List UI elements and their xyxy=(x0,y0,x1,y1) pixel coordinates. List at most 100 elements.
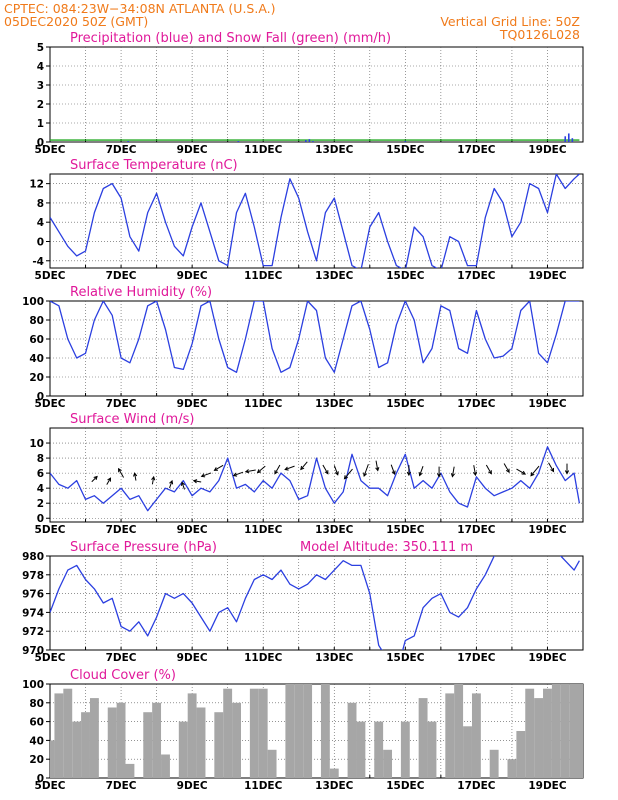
cloud-bar xyxy=(471,693,481,778)
wind-arrow-shaft xyxy=(322,464,329,474)
wind-arrow-shaft xyxy=(473,465,476,476)
x-tick-label: 7DEC xyxy=(106,398,137,410)
wind-arrow-shaft xyxy=(118,468,124,478)
cloud-bar xyxy=(463,726,472,778)
cloud-bar xyxy=(303,684,313,778)
x-tick-label: 19DEC xyxy=(528,398,567,410)
x-tick-label: 9DEC xyxy=(177,780,208,792)
cloud-bar xyxy=(418,698,428,778)
x-tick-label: 7DEC xyxy=(106,652,137,664)
x-tick-label: 5DEC xyxy=(35,652,66,664)
wind-arrow-head xyxy=(521,470,527,475)
wind-arrow-shaft xyxy=(151,476,155,485)
x-tick-label: 19DEC xyxy=(528,524,567,536)
x-tick-label: 11DEC xyxy=(244,398,283,410)
plot-frame xyxy=(49,300,584,397)
cloud-bar xyxy=(161,754,170,778)
wind-arrow-shaft xyxy=(516,468,526,475)
x-tick-label: 11DEC xyxy=(244,270,283,282)
x-tick-label: 19DEC xyxy=(528,780,567,792)
wind-arrow-head xyxy=(406,471,412,477)
cloud-bar xyxy=(187,693,197,778)
wind-arrow-shaft xyxy=(503,463,510,473)
x-tick-label: 13DEC xyxy=(315,780,354,792)
cloud-bar xyxy=(223,688,233,778)
wind-arrow-shaft xyxy=(390,464,396,475)
wind-arrow-head xyxy=(180,481,185,486)
wind-arrow-head xyxy=(274,470,279,475)
cloud-bar xyxy=(551,684,561,778)
cloud-bar xyxy=(569,684,579,778)
wind-arrow-shaft xyxy=(193,480,202,483)
wind-arrow-shaft xyxy=(134,473,137,481)
x-tick-label: 11DEC xyxy=(244,652,283,664)
x-tick-label: 13DEC xyxy=(315,270,354,282)
y-tick-label: 4 xyxy=(37,217,44,229)
y-tick-label: 40 xyxy=(29,735,44,747)
x-tick-label: 5DEC xyxy=(35,780,66,792)
x-tick-label: 9DEC xyxy=(177,398,208,410)
x-tick-label: 7DEC xyxy=(106,270,137,282)
x-tick-label: 17DEC xyxy=(457,780,496,792)
cloud-bar xyxy=(374,721,384,778)
x-tick-label: 17DEC xyxy=(457,524,496,536)
cloud-bar xyxy=(285,684,295,778)
x-tick-label: 5DEC xyxy=(35,524,66,536)
plot-area xyxy=(50,446,581,512)
x-tick-label: 13DEC xyxy=(315,398,354,410)
cloud-bar xyxy=(196,707,206,778)
x-tick-label: 19DEC xyxy=(528,270,567,282)
x-tick-label: 13DEC xyxy=(315,524,354,536)
cloud-bar xyxy=(383,749,393,778)
run-code: TQ0126L028 xyxy=(499,27,580,42)
x-tick-label: 9DEC xyxy=(177,144,208,156)
wind-arrow-head xyxy=(505,468,510,474)
wind-arrow-shaft xyxy=(245,469,256,473)
cloud-bar xyxy=(445,693,455,778)
wind-arrow-head xyxy=(284,466,289,471)
wind-arrow-shaft xyxy=(91,476,98,483)
plot-frame xyxy=(49,173,584,269)
cloud-bar xyxy=(152,702,162,778)
panel-5: 970 972 974 976 978 980 5DEC 7DEC 9DEC 11DEC 13DEC… xyxy=(22,540,584,664)
precip-bar xyxy=(404,141,407,142)
panel-3: 0 20 40 60 80 100 5DEC 7DEC 9DEC 11DEC 13DEC 15DEC 1… xyxy=(22,285,584,410)
panel-title: Relative Humidity (%) xyxy=(70,285,212,300)
cloud-bar xyxy=(356,721,366,778)
y-tick-label: 970 xyxy=(22,645,44,657)
wind-arrow-head xyxy=(151,475,156,481)
y-tick-label: 1 xyxy=(37,118,44,130)
x-tick-label: 9DEC xyxy=(177,652,208,664)
y-tick-label: 10 xyxy=(29,438,44,450)
y-tick-label: 980 xyxy=(22,551,44,563)
y-tick-label: 2 xyxy=(37,498,44,510)
wind-arrow-head xyxy=(256,469,262,474)
wind-arrow-head xyxy=(564,470,570,475)
y-tick-label: 4 xyxy=(37,483,44,495)
cloud-bar xyxy=(489,749,499,778)
panel-1: 0 1 2 3 4 5 5DEC 7DEC 9DEC 11DEC 13DEC 15DEC 17DEC 19… xyxy=(35,31,584,156)
wind-arrow-shaft xyxy=(284,465,295,471)
wind-arrow-head xyxy=(133,472,138,477)
grid-note: Vertical Grid Line: 50Z xyxy=(440,14,580,29)
series-line xyxy=(50,446,581,512)
wind-arrow-head xyxy=(232,472,238,477)
cloud-bar xyxy=(329,768,339,778)
y-tick-label: 3 xyxy=(37,80,44,92)
wind-arrow-head xyxy=(391,470,396,476)
y-tick-label: 4 xyxy=(37,61,44,73)
y-tick-label: 60 xyxy=(29,334,44,346)
precip-bar xyxy=(308,139,311,142)
panel-title: Surface Temperature (nC) xyxy=(70,158,238,173)
cloud-bar xyxy=(249,688,259,778)
wind-arrow-shaft xyxy=(181,482,186,490)
wind-arrow-head xyxy=(93,475,98,480)
plot-area xyxy=(50,174,580,268)
cloud-bar xyxy=(454,684,464,778)
y-tick-label: 60 xyxy=(29,717,44,729)
panel-title: Cloud Cover (%) xyxy=(70,668,176,683)
wind-arrow-shaft xyxy=(363,464,369,477)
wind-arrow-head xyxy=(488,470,492,475)
x-tick-label: 5DEC xyxy=(35,398,66,410)
